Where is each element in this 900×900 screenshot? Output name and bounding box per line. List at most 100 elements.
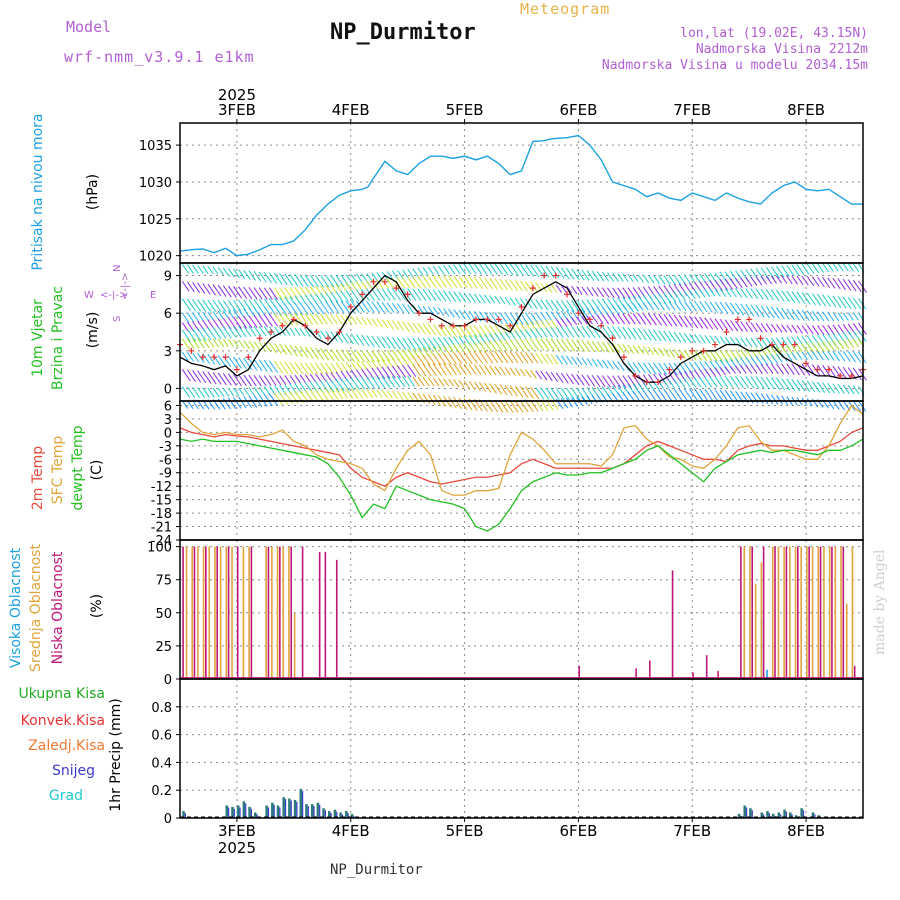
- wind-barb: [432, 363, 442, 376]
- wind-barb: [335, 349, 345, 362]
- wind-barb: [499, 339, 508, 352]
- cloud-bar-low: [692, 672, 694, 679]
- y-tick-label: 0.6: [151, 729, 172, 744]
- precip-bar-snow-edge: [341, 814, 344, 818]
- wind-barb: [714, 350, 724, 362]
- wind-barb: [253, 270, 262, 282]
- y-tick-label: 3: [164, 345, 172, 360]
- wind-barb: [801, 325, 809, 335]
- wind-barb: [453, 397, 463, 410]
- wind-barb: [386, 278, 395, 289]
- wind-barb: [760, 376, 770, 390]
- wind-barb: [263, 271, 272, 284]
- precip-bar-snow: [760, 812, 764, 818]
- wind-barb: [683, 332, 692, 343]
- wind-barb: [842, 296, 852, 309]
- wind-barb: [192, 400, 199, 410]
- cloud-bar-low: [842, 546, 845, 679]
- wind-barb: [729, 365, 736, 374]
- compass-w: W: [84, 290, 94, 301]
- wind-barb: [555, 372, 564, 383]
- gust-marker: [472, 316, 479, 323]
- cloud-bar-mid: [749, 546, 751, 679]
- wind-barb: [837, 312, 844, 322]
- wind-barb: [581, 286, 589, 296]
- wind-barb: [366, 288, 376, 302]
- wind-barb: [519, 280, 528, 292]
- wind-barb: [596, 359, 604, 368]
- precip-bar-snow-edge: [228, 807, 230, 818]
- y-tick-label: -15: [151, 494, 172, 509]
- wind-barb: [504, 331, 511, 340]
- wind-barb: [494, 400, 504, 413]
- wind-barb: [811, 276, 820, 287]
- wind-barb: [371, 350, 380, 363]
- wind-barb: [320, 362, 329, 374]
- wind-barb: [770, 289, 780, 302]
- panel-bg: [180, 679, 863, 818]
- wind-barb: [550, 299, 559, 312]
- wind-barb: [699, 300, 708, 313]
- wind-barb: [473, 381, 481, 391]
- wind-barb: [612, 305, 620, 316]
- compass-s: S: [112, 316, 123, 322]
- wind-barb: [612, 313, 620, 325]
- wind-barb: [822, 382, 831, 394]
- wind-barb: [458, 363, 467, 376]
- wind-barb: [827, 263, 834, 272]
- cloud-bar-low: [808, 546, 810, 679]
- precip-legend-item: Zaledj.Kisa: [28, 738, 105, 754]
- wind-barb: [458, 325, 468, 338]
- wind-barb: [391, 358, 399, 368]
- wind-barb: [263, 314, 273, 327]
- y-tick-label: 0: [164, 673, 172, 688]
- wind-barb: [740, 288, 748, 299]
- wind-barb: [448, 363, 457, 376]
- gust-marker: [495, 316, 502, 323]
- wind-barb: [688, 300, 697, 312]
- wind-barb: [422, 337, 432, 351]
- wind-barb: [735, 320, 744, 332]
- wind-barb: [458, 379, 465, 389]
- gust-marker: [598, 322, 605, 329]
- wind-barb: [601, 314, 610, 325]
- wind-barb: [350, 316, 358, 325]
- wind-barb: [663, 274, 671, 285]
- wind-barb: [279, 287, 288, 300]
- cloud-bar-mid: [794, 546, 797, 679]
- y-tick-label: 3: [164, 413, 172, 428]
- wind-barb: [335, 300, 345, 314]
- precip-bar-snow-edge: [307, 806, 309, 818]
- wind-barb: [642, 313, 652, 326]
- wind-barb: [607, 360, 614, 370]
- wind-barb: [581, 357, 588, 366]
- y-tick-label: 0: [164, 426, 172, 441]
- wind-barb: [202, 327, 212, 341]
- wind-barb: [822, 263, 829, 273]
- wind-barb: [571, 325, 580, 338]
- wind-barb: [478, 276, 488, 290]
- wind-barb: [509, 400, 519, 413]
- wind-barb: [371, 335, 381, 348]
- wind-barb: [192, 338, 200, 349]
- wind-barb: [858, 400, 867, 412]
- wind-barb: [694, 377, 702, 388]
- wind-barb: [186, 338, 195, 350]
- wind-barb: [397, 288, 407, 301]
- wind-barb: [386, 319, 394, 330]
- wind-barb: [330, 348, 340, 362]
- wind-barb: [463, 325, 473, 338]
- cloud-bar-mid: [789, 546, 791, 679]
- wind-barb: [325, 362, 334, 374]
- wind-barb: [294, 313, 304, 326]
- gust-marker: [279, 322, 286, 329]
- wind-barb: [258, 314, 268, 328]
- wind-barb: [760, 393, 769, 405]
- y-tick-label: 1030: [139, 176, 172, 191]
- wind-barb: [432, 346, 439, 355]
- cloud-bar-mid: [248, 546, 250, 679]
- wind-barb: [443, 275, 453, 288]
- wind-barb: [443, 324, 452, 337]
- wind-barb: [781, 265, 790, 277]
- wind-barb: [499, 332, 506, 341]
